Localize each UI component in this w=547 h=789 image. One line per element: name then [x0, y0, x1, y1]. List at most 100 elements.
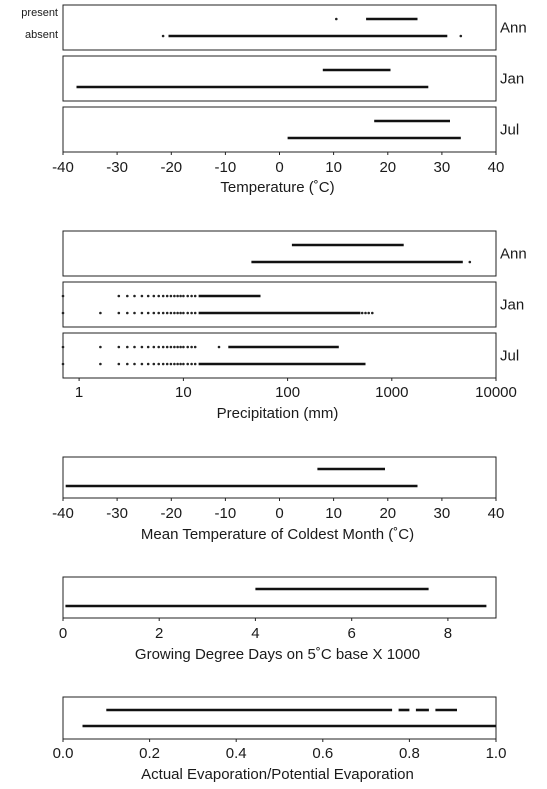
panel-precipitation-jan: Jan	[61, 281, 524, 328]
chart-evaporation-ratio: 0.0 0.2 0.4 0.6 0.8 1.0 Actual Evaporation/Pot…	[53, 696, 507, 783]
panel-growing-degree-days-0	[62, 576, 497, 619]
absent-point	[176, 362, 179, 366]
absent-point	[126, 311, 129, 315]
panel-frame	[62, 332, 497, 379]
present-point	[152, 345, 156, 349]
present-point	[190, 345, 193, 349]
x-tick-label: 20	[379, 159, 396, 176]
x-axis-title: Growing Degree Days on 5˚C base X 1000	[135, 646, 420, 663]
panel-label: Ann	[500, 20, 527, 37]
absent-point	[140, 362, 144, 366]
absent-point	[161, 311, 165, 315]
present-point	[126, 294, 129, 298]
present-point	[193, 294, 197, 298]
present-point	[146, 294, 150, 298]
present-point	[133, 294, 136, 298]
panel-temperature-jul: Jul	[62, 106, 519, 153]
absent-point	[133, 362, 136, 366]
absent-point	[146, 362, 150, 366]
present-point	[161, 294, 165, 298]
x-tick-label: 1.0	[486, 745, 507, 762]
present-point	[152, 294, 156, 298]
absent-point	[146, 311, 150, 315]
x-tick-label: 10	[175, 384, 192, 401]
panel-frame	[62, 576, 497, 619]
x-axis-title: Actual Evaporation/Potential Evaporation	[141, 766, 414, 783]
x-axis-title: Temperature (˚C)	[220, 179, 334, 196]
absent-point	[140, 311, 144, 315]
present-point	[169, 345, 173, 349]
legend-absent-label: absent	[25, 29, 58, 41]
x-tick-label: 0.8	[399, 745, 420, 762]
present-point	[176, 294, 179, 298]
absent-point	[157, 362, 160, 366]
absent-point	[459, 34, 463, 38]
present-point	[157, 294, 160, 298]
present-point	[161, 345, 165, 349]
absent-point	[152, 362, 156, 366]
present-point	[117, 294, 121, 298]
absent-point	[360, 311, 364, 315]
absent-point	[61, 362, 65, 366]
present-point	[176, 345, 179, 349]
x-tick-label: 30	[434, 159, 451, 176]
present-point	[182, 345, 185, 349]
absent-point	[99, 362, 102, 366]
x-tick-label: 2	[155, 625, 163, 642]
absent-point	[152, 311, 156, 315]
absent-point	[186, 362, 189, 366]
absent-point	[182, 311, 185, 315]
present-point	[335, 17, 338, 21]
x-tick-label: -40	[52, 159, 74, 176]
x-tick-label: 40	[488, 159, 505, 176]
present-point	[146, 345, 150, 349]
legend-present-label: present	[21, 7, 58, 19]
present-point	[179, 345, 182, 349]
x-tick-label: -30	[106, 505, 128, 522]
x-tick-label: -20	[160, 505, 182, 522]
x-tick-label: 20	[379, 505, 396, 522]
panel-frame	[62, 4, 497, 51]
present-point	[186, 294, 189, 298]
absent-point	[367, 311, 371, 315]
x-tick-label: 8	[444, 625, 452, 642]
absent-point	[364, 311, 367, 315]
present-point	[179, 294, 182, 298]
absent-point	[186, 311, 189, 315]
absent-point	[133, 311, 136, 315]
absent-point	[117, 362, 121, 366]
absent-point	[157, 311, 160, 315]
x-tick-label: 0.4	[226, 745, 247, 762]
x-tick-label: 0	[275, 505, 283, 522]
chart-precipitation: Ann Jan Jul 1 10 100 1000 10000 Precipitation (m…	[61, 230, 527, 422]
present-point	[165, 294, 169, 298]
absent-point	[173, 362, 176, 366]
x-tick-label: -10	[215, 505, 237, 522]
panel-label: Jul	[500, 348, 519, 365]
x-tick-label: -20	[160, 159, 182, 176]
present-point	[117, 345, 121, 349]
absent-point	[371, 311, 374, 315]
x-tick-label: 30	[434, 505, 451, 522]
x-axis-title: Mean Temperature of Coldest Month (˚C)	[141, 526, 414, 543]
chart-temperature: Ann Jan Jul present absent -40 -30 -20 -10 0 10 20 3…	[21, 4, 527, 196]
panel-frame	[62, 55, 497, 102]
present-point	[133, 345, 136, 349]
panel-frame	[62, 106, 497, 153]
present-point	[61, 345, 65, 349]
absent-point	[179, 311, 182, 315]
absent-point	[190, 311, 193, 315]
absent-point	[126, 362, 129, 366]
present-point	[173, 345, 176, 349]
x-tick-label: 0.0	[53, 745, 74, 762]
absent-point	[468, 260, 472, 264]
present-point	[193, 345, 197, 349]
present-point	[165, 345, 169, 349]
panel-frame	[62, 456, 497, 499]
absent-point	[173, 311, 176, 315]
present-point	[173, 294, 176, 298]
absent-point	[117, 311, 121, 315]
present-point	[182, 294, 185, 298]
present-point	[169, 294, 173, 298]
